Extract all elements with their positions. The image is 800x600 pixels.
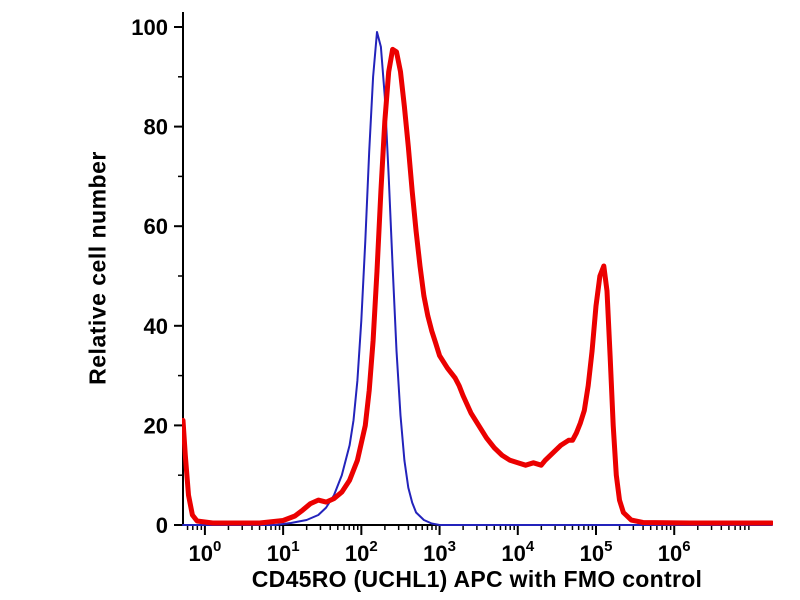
svg-text:40: 40 <box>144 314 168 339</box>
svg-text:106: 106 <box>658 538 691 566</box>
svg-text:101: 101 <box>267 538 300 566</box>
svg-text:104: 104 <box>501 538 534 566</box>
x-axis-title: CD45RO (UCHL1) APC with FMO control <box>251 566 703 592</box>
svg-text:102: 102 <box>345 538 378 566</box>
svg-text:100: 100 <box>131 15 168 40</box>
y-axis-title: Relative cell number <box>84 151 111 385</box>
svg-text:100: 100 <box>188 538 221 566</box>
svg-text:103: 103 <box>423 538 456 566</box>
svg-text:20: 20 <box>144 413 168 438</box>
svg-text:80: 80 <box>144 115 168 140</box>
svg-text:0: 0 <box>156 513 168 538</box>
svg-text:60: 60 <box>144 214 168 239</box>
svg-text:105: 105 <box>580 538 613 566</box>
